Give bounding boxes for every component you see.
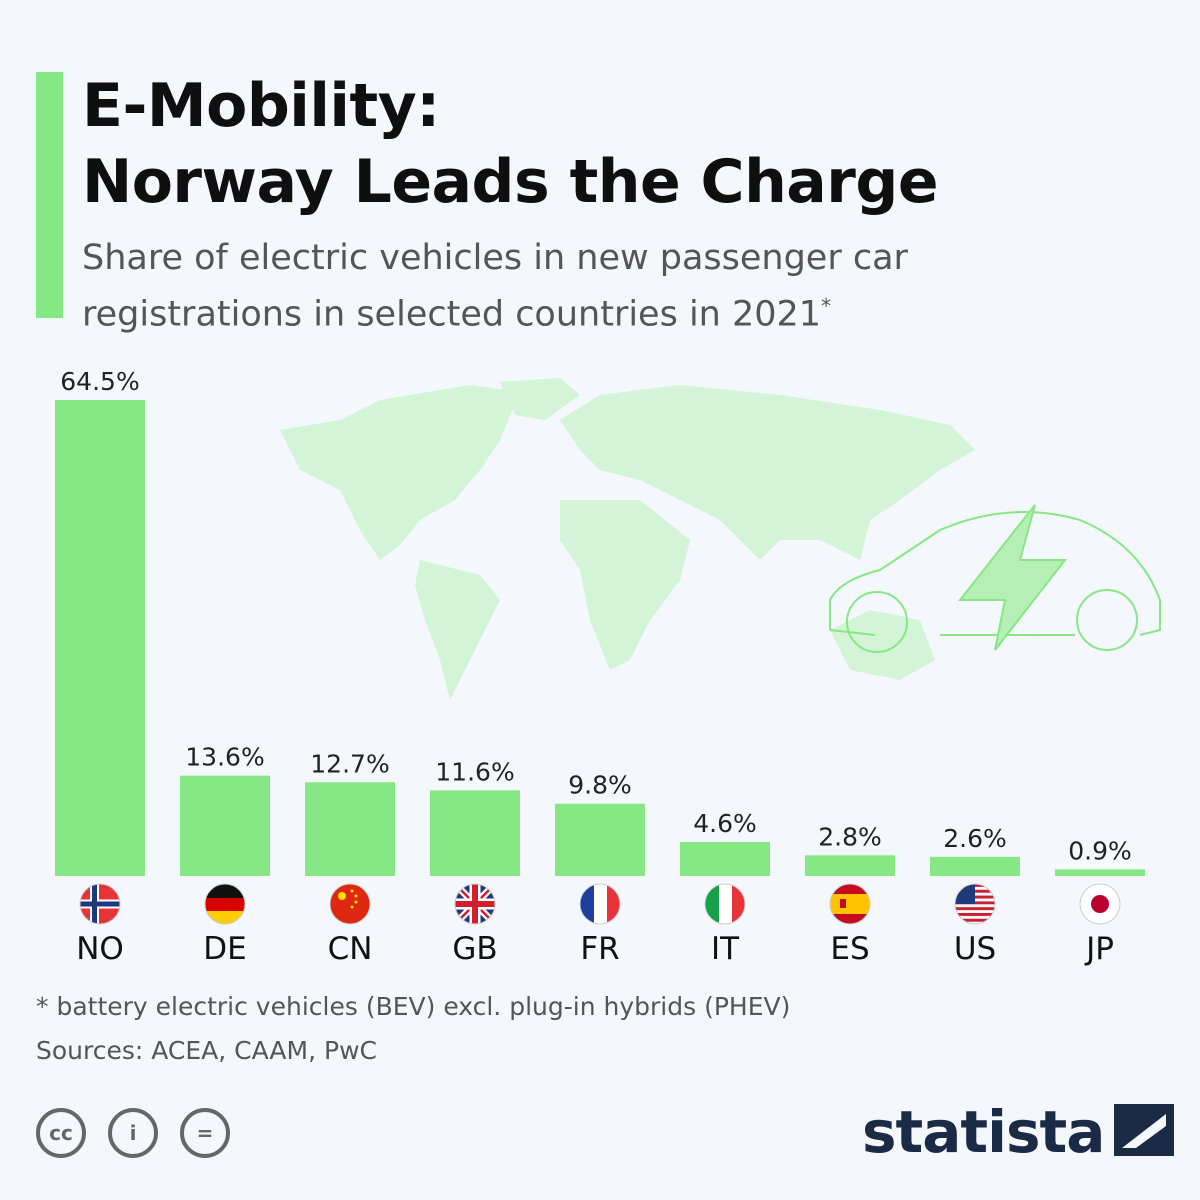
category-label-CN: CN (328, 931, 373, 967)
bar-GB (430, 790, 520, 876)
data-label-US: 2.6% (943, 824, 1007, 853)
sources: Sources: ACEA, CAAM, PwC (36, 1036, 377, 1065)
page-title: E-Mobility: Norway Leads the Charge (82, 68, 939, 220)
flag-es-icon (830, 884, 870, 924)
flag-border (454, 883, 496, 925)
flag-de-icon (205, 884, 245, 924)
data-label-JP: 0.9% (1068, 836, 1132, 865)
data-label-NO: 64.5% (60, 367, 139, 396)
flag-border (704, 883, 746, 925)
flag-it-icon (705, 884, 745, 924)
flag-jp-icon (1080, 884, 1120, 924)
bar-CN (305, 782, 395, 876)
category-label-US: US (954, 931, 996, 967)
bar-FR (555, 803, 645, 876)
flag-border (79, 883, 121, 925)
data-label-GB: 11.6% (435, 757, 514, 786)
cc-icon[interactable]: cc (36, 1108, 86, 1158)
footnote-mark: * (821, 294, 832, 318)
flag-border (329, 883, 371, 925)
bar-chart: 64.5% NO 13.6% DE 12.7% CN 11.6% GB 9.8% FR 4.6% IT… (55, 367, 1161, 967)
flag-no-icon (80, 884, 120, 924)
data-label-DE: 13.6% (185, 743, 264, 772)
data-label-FR: 9.8% (568, 771, 632, 800)
electric-car-icon (829, 504, 1161, 653)
category-label-NO: NO (76, 931, 124, 967)
logo-text: statista (862, 1098, 1105, 1166)
subtitle: Share of electric vehicles in new passen… (82, 234, 1082, 339)
data-label-CN: 12.7% (310, 749, 389, 778)
bar-JP (1055, 869, 1145, 876)
title-line-2: Norway Leads the Charge (82, 147, 939, 217)
flag-gb-icon (455, 884, 495, 924)
attribution-icon[interactable]: i (108, 1108, 158, 1158)
flag-border (204, 883, 246, 925)
statista-logo-mark-icon (1114, 1104, 1175, 1156)
flag-fr-icon (580, 884, 620, 924)
category-label-ES: ES (830, 931, 869, 967)
flag-border (579, 883, 621, 925)
category-label-IT: IT (711, 931, 740, 967)
bar-ES (805, 855, 895, 876)
data-label-IT: 4.6% (693, 809, 757, 838)
data-label-ES: 2.8% (818, 822, 882, 851)
category-label-DE: DE (203, 931, 246, 967)
no-derivatives-icon[interactable]: = (180, 1108, 230, 1158)
bar-NO (55, 400, 145, 876)
bar-DE (180, 775, 270, 876)
statista-logo[interactable]: statista (862, 1098, 1175, 1166)
accent-bar (36, 72, 63, 318)
title-line-1: E-Mobility: (82, 71, 440, 141)
category-label-GB: GB (452, 931, 497, 967)
category-label-JP: JP (1084, 931, 1114, 967)
world-map-illustration (280, 378, 975, 700)
flag-border (954, 883, 996, 925)
bar-IT (680, 842, 770, 876)
footnote: * battery electric vehicles (BEV) excl. … (36, 992, 791, 1021)
flag-border (1079, 883, 1121, 925)
flag-us-icon (955, 884, 995, 922)
flag-cn-icon (330, 884, 370, 924)
subtitle-text: Share of electric vehicles in new passen… (82, 238, 908, 335)
flag-border (829, 883, 871, 925)
bar-US (930, 856, 1020, 876)
category-label-FR: FR (580, 931, 619, 967)
